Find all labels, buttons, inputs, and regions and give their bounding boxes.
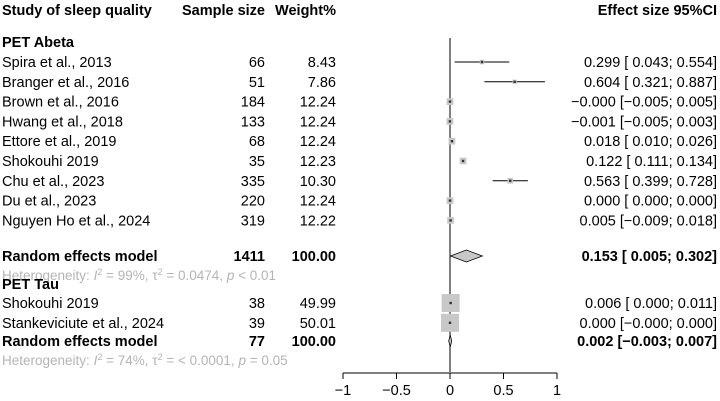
study-name-g0-row4: Ettore et al., 2019 [2,134,116,150]
heterogeneity-0: Heterogeneity: I2 = 99%, τ2 = 0.0474, p … [2,267,276,283]
weight-g0-row1: 7.86 [308,75,336,91]
study-name-g0-row2: Brown et al., 2016 [2,95,119,111]
point-estimate-g1-row1 [448,321,452,324]
sample-size-g0-row1: 51 [249,75,265,91]
x-tick-label-3: 0.5 [493,383,513,399]
pooled-weight-1: 100.00 [292,334,336,350]
point-estimate-g0-row6 [509,179,512,182]
pooled-diamond-0 [449,249,484,263]
effect-ci-g0-row8: 0.005 [−0.009; 0.018] [580,213,717,229]
weight-g0-row3: 12.24 [300,114,336,130]
study-name-g1-row0: Shokouhi 2019 [2,296,99,312]
group-title-0: PET Abeta [2,35,75,51]
weight-g0-row4: 12.24 [300,134,336,150]
pooled-effect-ci-0: 0.153 [ 0.005; 0.302] [582,249,718,265]
study-name-g0-row1: Branger et al., 2016 [2,75,129,91]
sample-size-g0-row6: 335 [241,174,265,190]
effect-ci-g0-row5: 0.122 [ 0.111; 0.134] [586,154,717,170]
weight-g0-row6: 10.30 [300,174,336,190]
sample-size-g1-row1: 39 [249,316,265,332]
forest-rows: PET Abeta Spira et al., 2013 66 8.43 0.299 [… [2,35,717,368]
study-name-g0-row3: Hwang et al., 2018 [2,114,123,130]
effect-ci-g0-row1: 0.604 [ 0.321; 0.887] [584,75,717,91]
weight-g0-row7: 12.24 [300,194,336,210]
pooled-label-1: Random effects model [2,334,158,350]
pooled-label-0: Random effects model [2,249,158,265]
effect-ci-g0-row6: 0.563 [ 0.399; 0.728] [584,174,717,190]
pooled-effect-ci-1: 0.002 [−0.003; 0.007] [577,334,717,350]
weight-g0-row0: 8.43 [308,55,336,71]
pooled-weight-0: 100.00 [292,249,336,265]
header-effect-size: Effect size 95%CI [598,3,717,19]
point-estimate-g0-row0 [480,60,484,64]
point-estimate-g0-row3 [448,120,452,123]
point-estimate-g0-row7 [448,199,452,202]
point-estimate-g0-row4 [450,140,454,143]
effect-ci-g0-row4: 0.018 [ 0.010; 0.026] [584,134,717,150]
point-estimate-g0-row1 [513,80,516,83]
weight-g1-row1: 50.01 [300,316,336,332]
point-estimate-g1-row0 [449,301,452,305]
sample-size-g0-row4: 68 [249,134,265,150]
point-estimate-g0-row8 [449,219,452,222]
sample-size-g0-row2: 184 [241,95,265,111]
sample-size-g0-row8: 319 [241,213,265,229]
study-name-g0-row5: Shokouhi 2019 [2,154,99,170]
pooled-diamond-1 [448,334,453,348]
point-estimate-g0-row2 [448,100,452,103]
effect-ci-g0-row0: 0.299 [ 0.043; 0.554] [584,55,717,71]
sample-size-g0-row7: 220 [241,194,265,210]
header-study: Study of sleep quality [2,3,152,19]
group-title-1: PET Tau [2,277,59,293]
sample-size-g0-row0: 66 [249,55,265,71]
x-tick-label-0: −1 [335,383,352,399]
sample-size-g1-row0: 38 [249,296,265,312]
effect-ci-g0-row3: −0.001 [−0.005; 0.003] [571,114,717,130]
x-tick-label-4: 1 [553,383,561,399]
point-estimate-g0-row5 [461,159,465,163]
x-tick-label-2: 0 [446,383,454,399]
study-name-g1-row1: Stankeviciute et al., 2024 [2,316,164,332]
effect-ci-g0-row7: 0.000 [ 0.000; 0.000] [584,194,717,210]
study-name-g0-row0: Spira et al., 2013 [2,55,112,71]
weight-g0-row5: 12.23 [300,154,336,170]
weight-g1-row0: 49.99 [300,296,336,312]
effect-ci-g0-row2: −0.000 [−0.005; 0.005] [571,95,717,111]
sample-size-g0-row3: 133 [241,114,265,130]
effect-ci-g1-row1: 0.000 [−0.000; 0.000] [580,316,717,332]
x-tick-label-1: −0.5 [382,383,411,399]
sample-size-g0-row5: 35 [249,154,265,170]
weight-g0-row2: 12.24 [300,95,336,111]
effect-ci-g1-row0: 0.006 [ 0.000; 0.011] [585,296,717,312]
header-weight: Weight% [275,3,336,19]
pooled-sample-size-1: 77 [249,334,265,350]
weight-g0-row8: 12.22 [300,213,336,229]
heterogeneity-1: Heterogeneity: I2 = 74%, τ2 = < 0.0001, … [2,352,288,368]
header-sample-size: Sample size [182,3,265,19]
study-name-g0-row6: Chu et al., 2023 [2,174,104,190]
pooled-sample-size-0: 1411 [234,249,265,265]
study-name-g0-row7: Du et al., 2023 [2,194,96,210]
study-name-g0-row8: Nguyen Ho et al., 2024 [2,213,150,229]
